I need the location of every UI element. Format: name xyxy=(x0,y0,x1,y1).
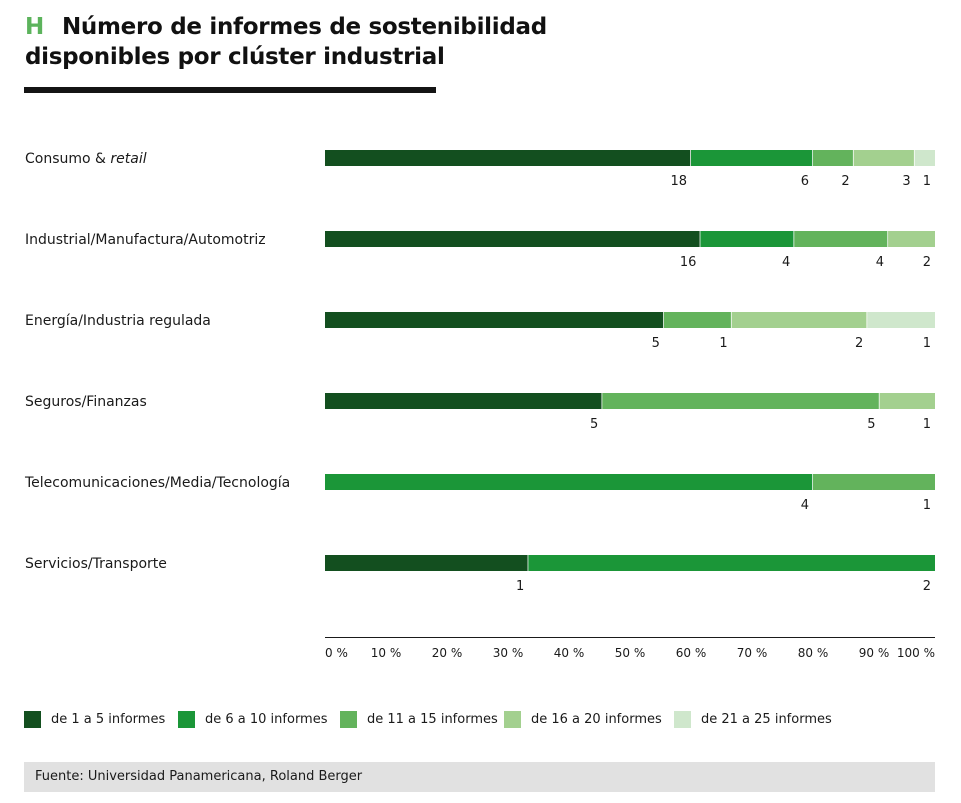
x-tick-label: 80 % xyxy=(798,646,829,660)
bar-segment xyxy=(528,555,935,571)
data-label: 2 xyxy=(841,174,849,189)
category-label: Seguros/Finanzas xyxy=(25,394,147,410)
legend-swatch xyxy=(504,710,521,728)
title-underline xyxy=(24,87,436,93)
bar-segment xyxy=(888,231,935,247)
bar-segment xyxy=(325,555,529,571)
x-tick-label: 20 % xyxy=(432,646,463,660)
title-text-1: Número de informes de sostenibilidad xyxy=(61,14,547,40)
legend-item: de 16 a 20 informes xyxy=(504,710,662,728)
legend-swatch xyxy=(178,710,195,728)
legend-swatch xyxy=(340,710,357,728)
title-line-2: disponibles por clúster industrial xyxy=(25,44,445,70)
data-label: 1 xyxy=(516,579,524,594)
source-box: Fuente: Universidad Panamericana, Roland… xyxy=(24,762,935,792)
data-label: 4 xyxy=(782,255,790,270)
bar-segment xyxy=(691,150,813,166)
x-tick-label: 70 % xyxy=(737,646,768,660)
category-label-italic: retail xyxy=(110,151,146,167)
data-label: 5 xyxy=(652,336,660,351)
data-label: 1 xyxy=(923,336,931,351)
chart-title: H Número de informes de sostenibilidad di… xyxy=(25,12,585,72)
legend-label: de 16 a 20 informes xyxy=(531,711,662,727)
bar-segment xyxy=(325,474,813,490)
legend-label: de 11 a 15 informes xyxy=(367,711,498,727)
source-text: Fuente: Universidad Panamericana, Roland… xyxy=(35,769,363,784)
bar-segment xyxy=(731,312,868,328)
category-label-text: Telecomunicaciones/Media/Tecnología xyxy=(24,475,290,491)
bar-segment xyxy=(853,150,915,166)
bar-segment xyxy=(663,312,732,328)
x-tick-label: 90 % xyxy=(859,646,890,660)
bar-segment xyxy=(325,312,664,328)
section-letter: H xyxy=(25,14,44,40)
data-label: 3 xyxy=(902,174,910,189)
bar-segment xyxy=(602,393,880,409)
data-label: 1 xyxy=(923,498,931,513)
bar-segment xyxy=(325,150,691,166)
data-label: 6 xyxy=(801,174,809,189)
bar-segment xyxy=(794,231,889,247)
bar-segment xyxy=(813,474,935,490)
data-label: 2 xyxy=(855,336,863,351)
legend-item: de 21 a 25 informes xyxy=(674,710,832,728)
bar-segment xyxy=(325,393,603,409)
bar-segment xyxy=(325,231,701,247)
x-tick-label: 10 % xyxy=(371,646,402,660)
data-label: 16 xyxy=(680,255,697,270)
x-tick-label: 30 % xyxy=(493,646,524,660)
data-label: 5 xyxy=(867,417,875,432)
data-label: 4 xyxy=(801,498,809,513)
bar-segment xyxy=(813,150,854,166)
legend-item: de 1 a 5 informes xyxy=(24,710,165,728)
category-label: Energía/Industria regulada xyxy=(25,313,211,329)
x-tick-label: 50 % xyxy=(615,646,646,660)
legend-item: de 11 a 15 informes xyxy=(340,710,498,728)
data-label: 4 xyxy=(876,255,884,270)
data-label: 2 xyxy=(923,255,931,270)
category-label: Telecomunicaciones/Media/Tecnología xyxy=(24,475,290,491)
bar-segment xyxy=(700,231,795,247)
legend-label: de 21 a 25 informes xyxy=(701,711,832,727)
legend-swatch xyxy=(674,710,691,728)
x-tick-label: 40 % xyxy=(554,646,585,660)
bar-segment xyxy=(867,312,935,328)
x-tick-label: 0 % xyxy=(325,646,348,660)
category-label-text: Consumo & xyxy=(25,151,110,167)
category-label-text: Servicios/Transporte xyxy=(25,556,167,572)
category-label-text: Industrial/Manufactura/Automotriz xyxy=(25,232,266,248)
data-label: 18 xyxy=(670,174,687,189)
title-line-1: H Número de informes de sostenibilidad xyxy=(25,12,585,42)
bar-segment xyxy=(879,393,935,409)
category-label: Consumo & retail xyxy=(25,151,147,167)
data-label: 1 xyxy=(719,336,727,351)
data-label: 5 xyxy=(590,417,598,432)
category-label-text: Energía/Industria regulada xyxy=(25,313,211,329)
data-label: 1 xyxy=(923,174,931,189)
category-label: Servicios/Transporte xyxy=(25,556,167,572)
legend-label: de 1 a 5 informes xyxy=(51,711,166,727)
legend-swatch xyxy=(24,710,41,728)
bar-segment xyxy=(914,150,935,166)
category-label-text: Seguros/Finanzas xyxy=(25,394,147,410)
data-label: 2 xyxy=(923,579,931,594)
data-label: 1 xyxy=(923,417,931,432)
x-tick-label: 100 % xyxy=(897,646,935,660)
category-label: Industrial/Manufactura/Automotriz xyxy=(25,232,266,248)
legend-item: de 6 a 10 informes xyxy=(178,710,328,728)
x-tick-label: 60 % xyxy=(676,646,707,660)
legend-label: de 6 a 10 informes xyxy=(205,711,328,727)
